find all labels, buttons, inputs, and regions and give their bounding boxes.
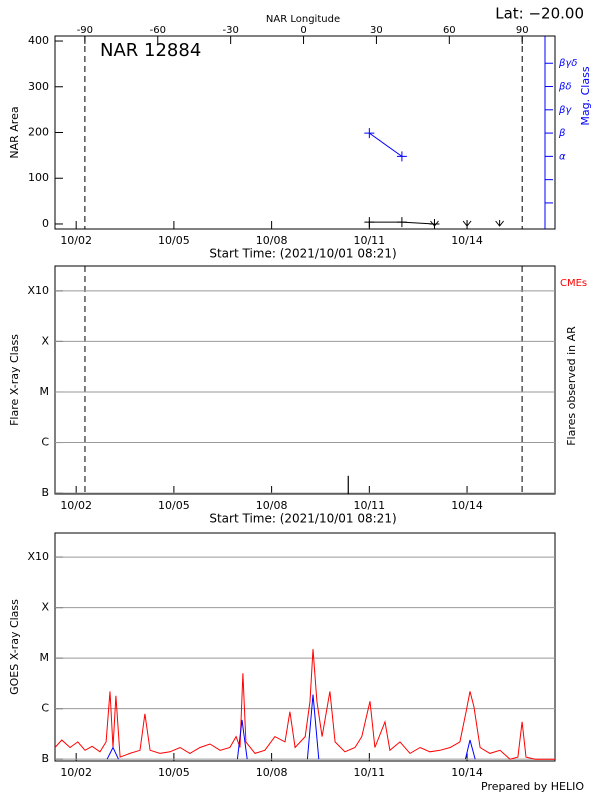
x-tick-label: 10/08 (256, 766, 288, 779)
x-tick-label: 10/14 (451, 234, 483, 247)
y-tick-label: M (40, 385, 50, 398)
x2-tick-label: -90 (77, 25, 93, 36)
x2-tick-label: 0 (300, 25, 306, 36)
x-axis-title: Start Time: (2021/10/01 08:21) (209, 247, 396, 261)
y-tick-label: X (41, 601, 49, 614)
x-tick-label: 10/05 (158, 499, 190, 512)
y-tick-label: B (41, 752, 49, 765)
y2-tick-label: βγδ (558, 58, 577, 69)
y2-tick-label: α (559, 151, 566, 162)
annotation: CMEs (560, 278, 587, 289)
x-tick-label: 10/11 (353, 234, 385, 247)
x-tick-label: 10/05 (158, 766, 190, 779)
series-line (54, 649, 555, 760)
y-tick-label: 300 (28, 80, 49, 93)
x2-tick-label: 60 (443, 25, 456, 36)
chart-title: NAR 12884 (100, 40, 201, 61)
y-tick-label: C (41, 702, 49, 715)
x-axis-title: Start Time: (2021/10/01 08:21) (209, 512, 396, 526)
x-tick-label: 10/14 (451, 766, 483, 779)
x-tick-label: 10/05 (158, 234, 190, 247)
y2-axis-title: Flares observed in AR (565, 326, 578, 446)
y-tick-label: 200 (28, 126, 49, 139)
x-tick-label: 10/02 (60, 499, 92, 512)
x2-axis-title: NAR Longitude (266, 14, 340, 25)
off-disk-arrow (495, 220, 505, 227)
y-tick-label: B (41, 486, 49, 499)
y2-tick-label: β (558, 128, 566, 139)
off-disk-arrow (462, 220, 472, 227)
x-tick-label: 10/11 (353, 499, 385, 512)
x-tick-label: 10/08 (256, 499, 288, 512)
chart-subtitle: Lat: −20.00 (495, 5, 584, 23)
point-marker (396, 217, 407, 228)
y-tick-label: 0 (42, 217, 49, 230)
panel-frame (54, 265, 556, 495)
y-axis-title: GOES X-ray Class (8, 599, 21, 695)
series-line (369, 132, 403, 157)
y2-tick-label: βγ (558, 105, 572, 116)
point-marker (364, 128, 375, 139)
panel-frame (54, 35, 556, 230)
point-marker (396, 151, 407, 162)
x-tick-label: 10/08 (256, 234, 288, 247)
panel-frame (54, 532, 556, 762)
y-tick-label: X10 (27, 284, 49, 297)
y-axis-title: Flare X-ray Class (8, 334, 21, 426)
x2-tick-label: 30 (370, 25, 383, 36)
x-tick-label: 10/11 (353, 766, 385, 779)
y-tick-label: 400 (28, 34, 49, 47)
y-tick-label: X (41, 334, 49, 347)
y-tick-label: C (41, 436, 49, 449)
series-line (106, 694, 476, 760)
x2-tick-label: 90 (516, 25, 529, 36)
x-tick-label: 10/02 (60, 766, 92, 779)
point-marker (364, 217, 375, 228)
flare-bar (347, 475, 349, 494)
y-axis-title: NAR Area (8, 106, 21, 158)
y2-axis-title: Mag. Class (579, 66, 592, 125)
y-tick-label: 100 (28, 171, 49, 184)
x-tick-label: 10/14 (451, 499, 483, 512)
y-tick-label: M (40, 651, 50, 664)
y2-tick-label: βδ (558, 82, 572, 93)
x2-tick-label: -30 (222, 25, 238, 36)
x-tick-label: 10/02 (60, 234, 92, 247)
off-disk-arrow (430, 220, 439, 227)
footer: Prepared by HELIO (481, 780, 584, 793)
x2-tick-label: -60 (150, 25, 166, 36)
y-tick-label: X10 (27, 550, 49, 563)
